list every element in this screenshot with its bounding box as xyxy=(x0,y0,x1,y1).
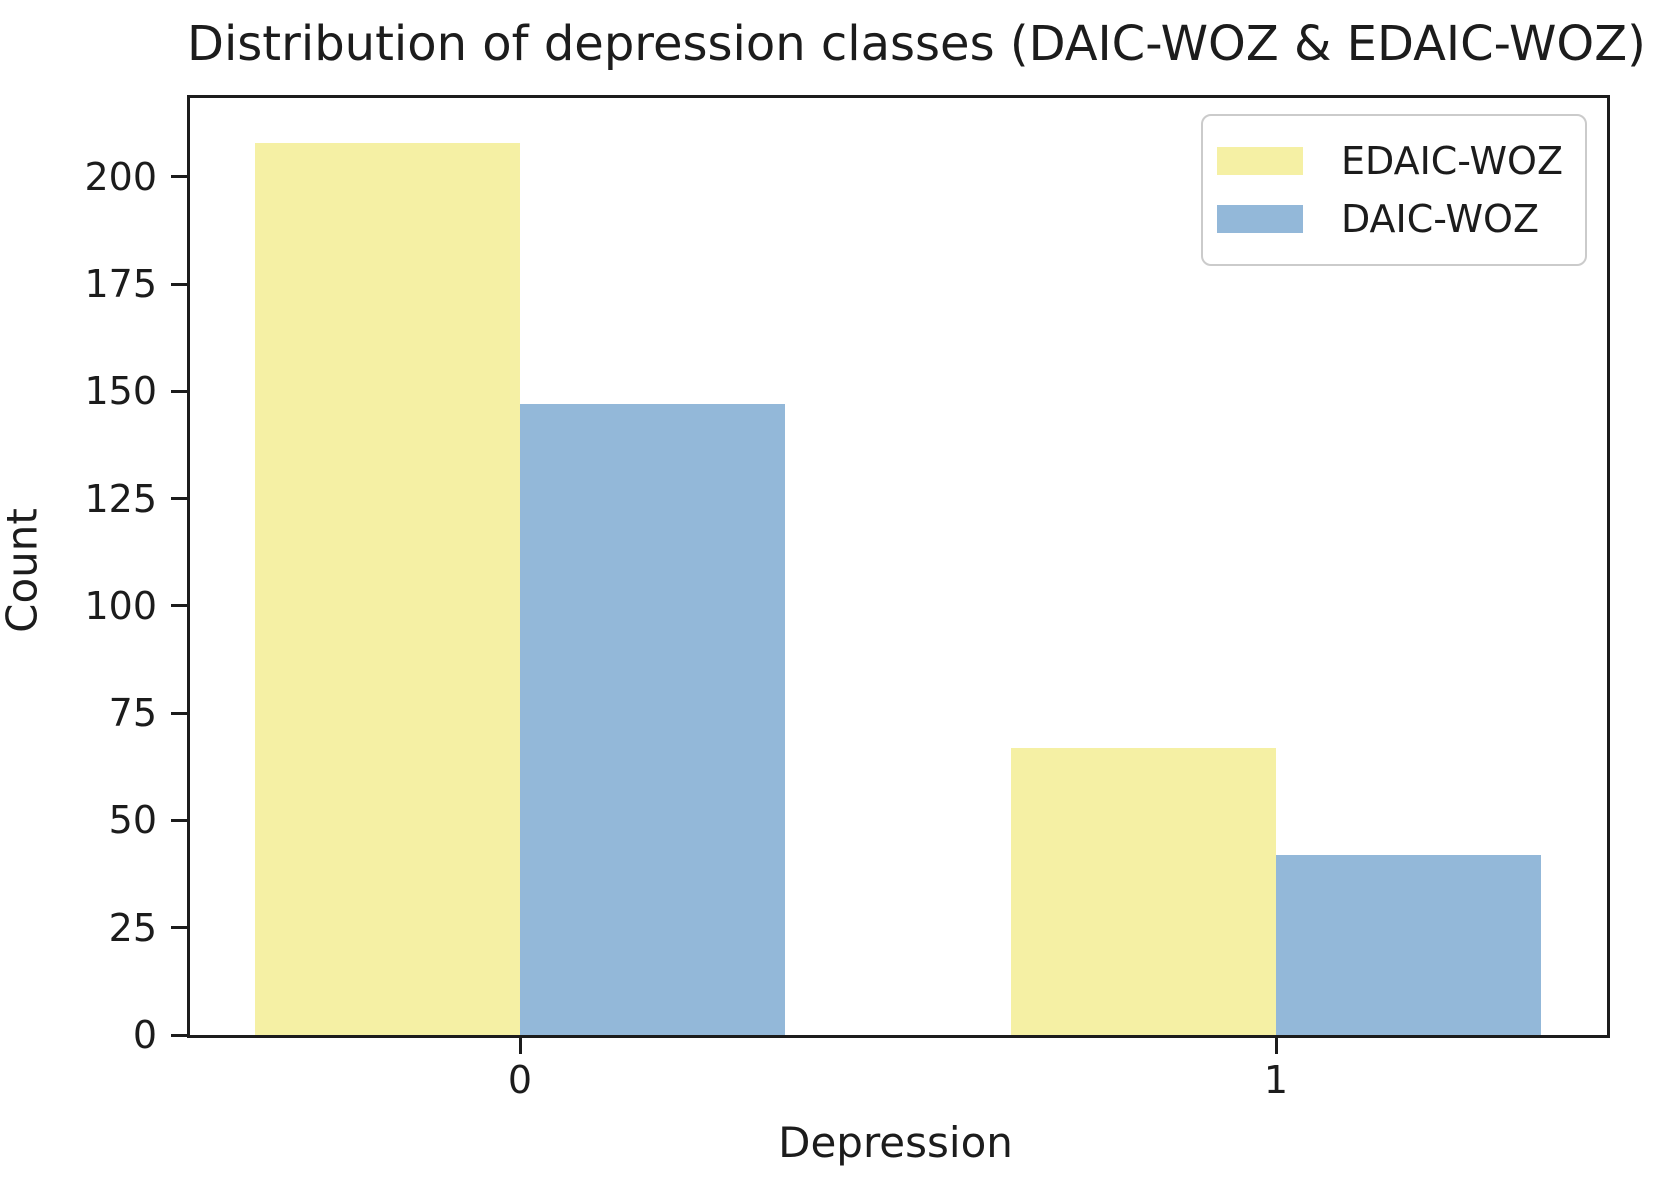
y-tick-label: 200 xyxy=(84,154,157,199)
x-tick xyxy=(518,1038,522,1054)
bar-edaic-woz-0 xyxy=(255,142,520,1035)
x-tick xyxy=(1274,1038,1278,1054)
y-tick-label: 100 xyxy=(84,583,157,628)
y-tick xyxy=(171,926,187,930)
legend: EDAIC-WOZ DAIC-WOZ xyxy=(1200,114,1587,266)
y-tick xyxy=(171,818,187,822)
bar-daic-woz-1 xyxy=(1276,854,1541,1035)
y-tick xyxy=(171,175,187,179)
y-tick xyxy=(171,497,187,501)
legend-swatch-edaic-woz-icon xyxy=(1216,147,1303,175)
x-tick-label: 0 xyxy=(507,1058,533,1102)
x-tick-label: 1 xyxy=(1263,1058,1289,1102)
y-tick-label: 175 xyxy=(84,262,157,307)
y-tick-label: 150 xyxy=(84,369,157,414)
y-tick-label: 25 xyxy=(108,905,157,950)
y-tick-label: 75 xyxy=(108,691,157,736)
y-tick xyxy=(171,1033,187,1037)
legend-swatch-daic-woz-icon xyxy=(1216,205,1303,233)
legend-item-edaic-woz: EDAIC-WOZ xyxy=(1216,132,1563,190)
bar-edaic-woz-1 xyxy=(1011,747,1276,1035)
legend-item-daic-woz: DAIC-WOZ xyxy=(1216,190,1563,248)
x-axis-label: Depression xyxy=(778,1118,1013,1167)
bar-daic-woz-0 xyxy=(520,404,785,1035)
y-tick xyxy=(171,282,187,286)
chart-title: Distribution of depression classes (DAIC… xyxy=(187,16,1646,72)
y-tick-label: 125 xyxy=(84,476,157,521)
y-tick-label: 0 xyxy=(132,1013,157,1057)
y-tick xyxy=(171,711,187,715)
y-tick-label: 50 xyxy=(108,798,157,843)
y-tick xyxy=(171,389,187,393)
y-tick xyxy=(171,604,187,608)
y-axis-label: Count xyxy=(0,508,47,633)
plot-area: 0 25 50 75 100 125 150 175 200 0 1 EDAIC-WOZ DAIC… xyxy=(84,95,1610,1102)
legend-label-daic-woz: DAIC-WOZ xyxy=(1340,197,1539,241)
legend-label-edaic-woz: EDAIC-WOZ xyxy=(1340,139,1563,183)
